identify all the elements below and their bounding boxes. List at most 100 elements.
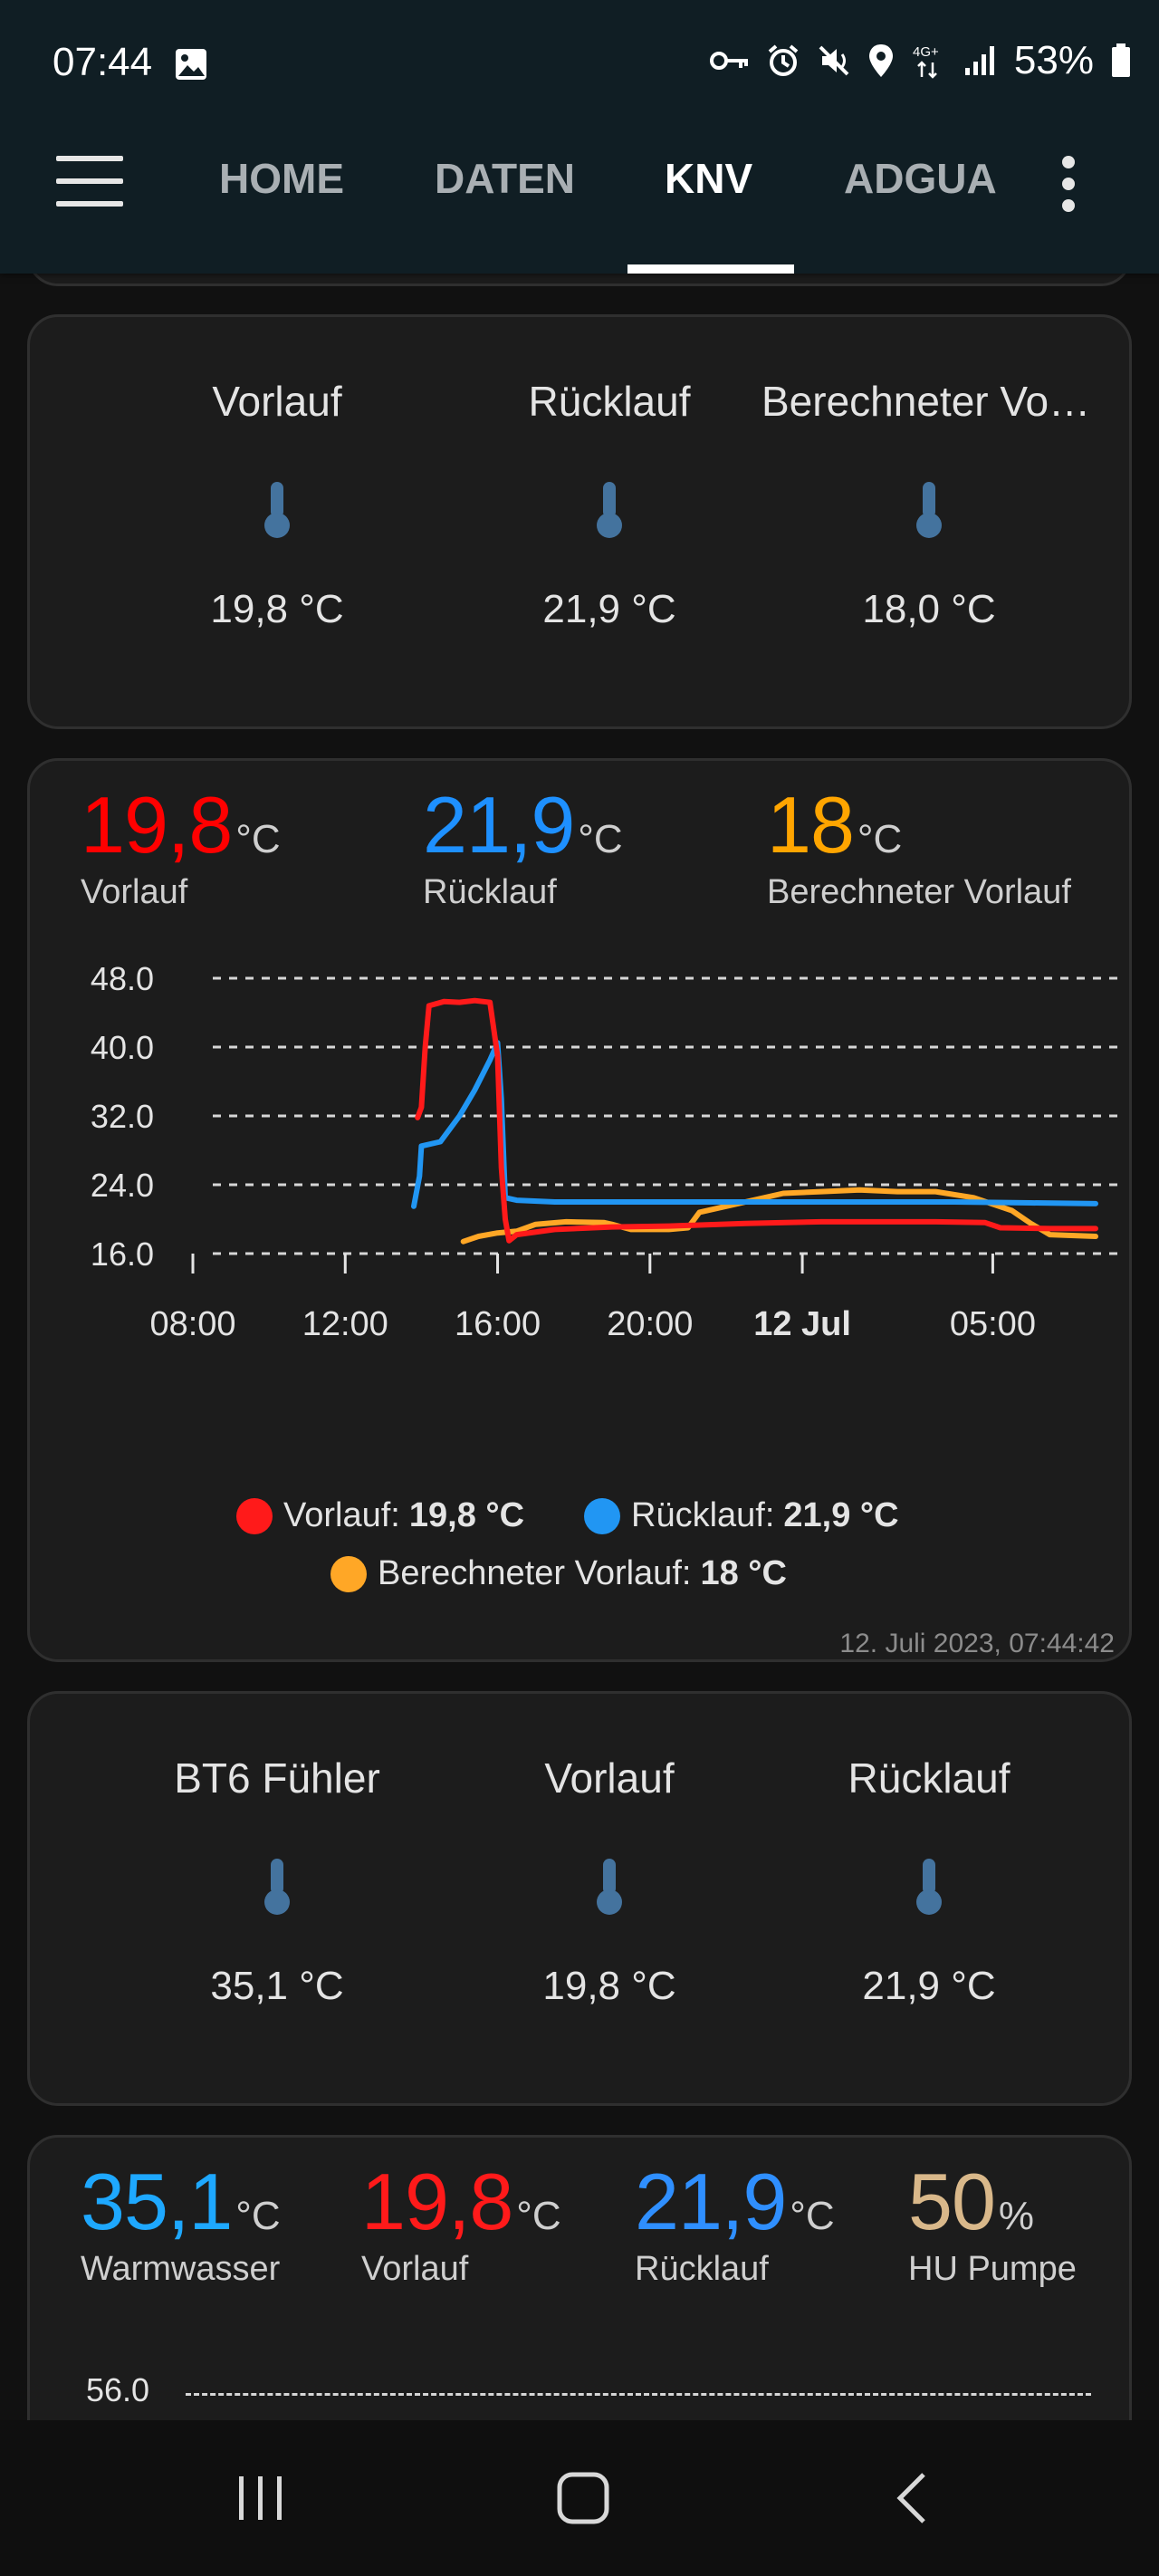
battery-percentage: 53% (1013, 38, 1094, 82)
stat-unit: °C (790, 2194, 835, 2238)
alarm-icon (768, 44, 799, 76)
x-tick-label: 20:00 (607, 1305, 693, 1343)
legend-dot (584, 1497, 620, 1534)
back-icon[interactable] (886, 2471, 940, 2525)
x-tick-label: 16:00 (455, 1305, 541, 1343)
legend-dot (330, 1555, 367, 1592)
x-tick-label: 05:00 (950, 1305, 1036, 1343)
y-tick-label: 32.0 (91, 1098, 154, 1135)
y-tick-label: 56.0 (86, 2371, 150, 2408)
stat-unit: °C (516, 2194, 561, 2238)
sensor-value: 21,9 °C (542, 587, 676, 631)
thermometer-icon (597, 1859, 622, 1915)
recents-icon[interactable] (234, 2471, 288, 2525)
app-header: 07:44 4G+ 53% HOME DATEN KNV ADGUA (0, 0, 1159, 274)
temperature-graph-card[interactable]: 19,8°C Vorlauf 21,9°C Rücklauf 18°C Bere… (27, 758, 1132, 1662)
series-line-vorlauf (415, 997, 1098, 1244)
stat-warmwasser: 35,1°C Warmwasser (81, 2156, 281, 2289)
y-tick-label: 48.0 (91, 960, 154, 997)
signal-icon (964, 46, 994, 75)
series-line-berechneter-vorlauf (460, 1187, 1098, 1245)
overflow-menu-button[interactable] (1059, 156, 1078, 212)
tab-daten[interactable]: DATEN (435, 155, 576, 202)
line-chart: 48.0 40.0 32.0 24.0 16.0 08:00 12:00 16:00 20:00… (91, 960, 1123, 1343)
stat-label: Vorlauf (81, 873, 188, 911)
stat-value: 19,8 (361, 2157, 513, 2246)
sensor-vorlauf[interactable]: Vorlauf 19,8 °C (110, 377, 445, 632)
stat-label: Warmwasser (81, 2250, 281, 2288)
battery-icon (1112, 43, 1130, 77)
sensor-value: 19,8 °C (542, 1964, 676, 2008)
home-icon[interactable] (556, 2471, 610, 2525)
legend-value: 19,8 °C (408, 1496, 525, 1534)
menu-button[interactable] (56, 156, 123, 207)
y-tick-label: 24.0 (91, 1167, 154, 1204)
tab-home[interactable]: HOME (219, 155, 344, 202)
stat-label: Vorlauf (361, 2250, 469, 2288)
sensor-bt6-fuehler[interactable]: BT6 Fühler 35,1 °C (110, 1754, 445, 2009)
sensor-label: Berechneter Vorlauf (761, 378, 1097, 425)
stat-vorlauf: 19,8°C Vorlauf (81, 779, 281, 912)
stat-value: 18 (767, 780, 855, 870)
stat-ruecklauf: 21,9°C Rücklauf (423, 779, 623, 912)
legend-name: Berechneter Vorlauf: (378, 1554, 692, 1592)
stat-value: 50 (908, 2157, 996, 2246)
stat-vorlauf: 19,8°C Vorlauf (361, 2156, 561, 2289)
stat-label: Berechneter Vorlauf (767, 873, 1071, 911)
x-tick-label: 12:00 (302, 1305, 388, 1343)
x-tick-label: 12 Jul (753, 1305, 851, 1343)
sensor-value: 21,9 °C (862, 1964, 996, 2008)
sensor-vorlauf-2[interactable]: Vorlauf 19,8 °C (442, 1754, 777, 2009)
stat-label: Rücklauf (423, 873, 557, 911)
sensor-label: Rücklauf (848, 1754, 1011, 1802)
tab-adgua[interactable]: ADGUA (844, 155, 997, 202)
x-tick-label: 08:00 (149, 1305, 235, 1343)
legend-name: Vorlauf: (283, 1496, 400, 1534)
stat-value: 21,9 (635, 2157, 787, 2246)
status-icons: 4G+ 53% (709, 38, 1132, 83)
stat-value: 21,9 (423, 780, 575, 870)
legend-ruecklauf[interactable]: Rücklauf: 21,9 °C (584, 1496, 899, 1535)
sensor-value: 19,8 °C (210, 587, 344, 631)
series-line-r-cklauf (411, 1040, 1098, 1209)
data-icon: 4G+ (913, 44, 939, 79)
stat-value: 35,1 (81, 2157, 233, 2246)
legend-berechneter-vorlauf[interactable]: Berechneter Vorlauf: 18 °C (330, 1554, 787, 1593)
mute-icon (819, 45, 849, 76)
legend-value: 18 °C (700, 1554, 787, 1592)
legend-vorlauf[interactable]: Vorlauf: 19,8 °C (236, 1496, 524, 1535)
system-navigation-bar (0, 2420, 1159, 2576)
stat-ruecklauf: 21,9°C Rücklauf (635, 2156, 835, 2289)
stat-unit: % (998, 2194, 1035, 2238)
key-icon (709, 52, 748, 70)
thermometer-icon (597, 482, 622, 538)
stat-unit: °C (235, 2194, 281, 2238)
tab-knv[interactable]: KNV (665, 155, 753, 202)
stat-label: Rücklauf (635, 2250, 769, 2288)
sensor-berechneter-vorlauf[interactable]: Berechneter Vorlauf 18,0 °C (761, 377, 1097, 632)
location-icon (868, 44, 893, 77)
thermometer-icon (264, 1859, 290, 1915)
sensor-label: BT6 Fühler (174, 1754, 380, 1802)
y-tick-label: 40.0 (91, 1029, 154, 1066)
thermometer-icon (916, 1859, 942, 1915)
legend-dot (236, 1497, 273, 1534)
stat-unit: °C (578, 817, 623, 861)
stat-value: 19,8 (81, 780, 233, 870)
last-updated-timestamp: 12. Juli 2023, 07:44:42 (839, 1629, 1115, 1658)
stat-label: HU Pumpe (908, 2250, 1077, 2288)
stat-hu-pumpe: 50% HU Pumpe (908, 2156, 1077, 2289)
sensor-ruecklauf[interactable]: Rücklauf 21,9 °C (442, 377, 777, 632)
gallery-icon (176, 49, 206, 80)
status-time: 07:44 (53, 40, 153, 84)
sensor-label: Rücklauf (528, 378, 691, 425)
sensor-ruecklauf-2[interactable]: Rücklauf 21,9 °C (761, 1754, 1097, 2009)
stat-unit: °C (235, 817, 281, 861)
y-tick-label: 16.0 (91, 1235, 154, 1273)
sensor-label: Vorlauf (544, 1754, 675, 1802)
thermometer-icon (264, 482, 290, 538)
sensor-value: 35,1 °C (210, 1964, 344, 2008)
sensor-glance-card-2: BT6 Fühler 35,1 °C Vorlauf 19,8 °C Rückl… (27, 1691, 1132, 2106)
stat-berechneter-vorlauf: 18°C Berechneter Vorlauf (767, 779, 1071, 912)
thermometer-icon (916, 482, 942, 538)
